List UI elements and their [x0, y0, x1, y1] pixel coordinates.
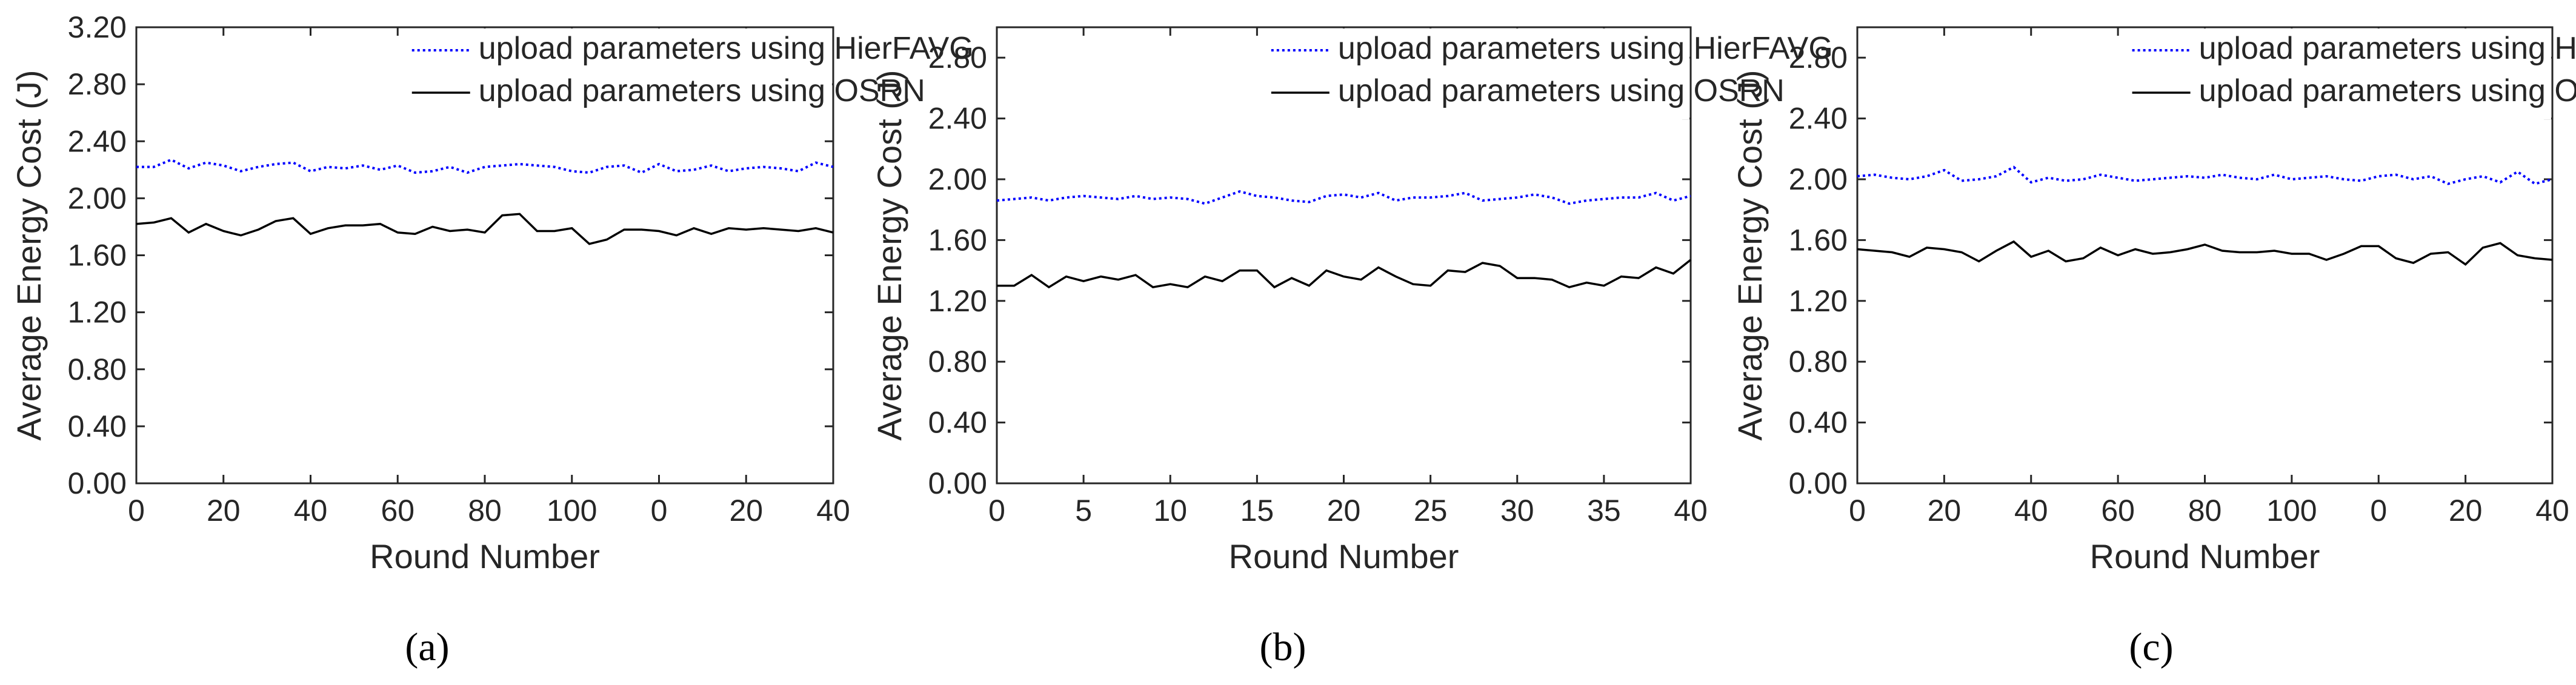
y-axis-label: Average Energy Cost (J): [1731, 70, 1769, 440]
y-tick-label: 2.00: [68, 181, 127, 215]
chart-panel-2: 0.00 0.40 0.80 1.20 1.60 2.00 2.40 2.80 0 20 40 60 8…: [1731, 26, 2576, 669]
panel-caption: (a): [405, 625, 449, 669]
x-tick-label: 60: [381, 494, 414, 528]
x-tick-label: 30: [1500, 494, 1534, 528]
x-axis-label: Round Number: [2090, 537, 2320, 575]
x-tick-label: 5: [1075, 494, 1092, 528]
y-tick-label: 0.80: [1789, 345, 1848, 379]
series-line-osrn: [997, 259, 1692, 289]
x-tick-label: 80: [2188, 494, 2222, 528]
y-tick-label: 0.80: [68, 352, 127, 386]
x-tick-label: 0: [651, 494, 668, 528]
y-tick-label: 1.60: [1789, 223, 1848, 257]
y-tick-label: 3.20: [68, 10, 127, 44]
x-tick-label: 40: [294, 494, 328, 528]
x-tick-label: 35: [1587, 494, 1621, 528]
y-tick-label: 1.20: [1789, 284, 1848, 318]
legend: upload parameters using HierFAVG upload p…: [2125, 28, 2576, 119]
legend-entry: upload parameters using OSRN: [2199, 73, 2576, 108]
y-tick-label: 2.40: [1789, 102, 1848, 136]
x-tick-label: 20: [1327, 494, 1361, 528]
series-line-osrn: [1857, 240, 2553, 266]
series-line-hierfavg: [136, 158, 834, 174]
x-tick-label: 80: [468, 494, 502, 528]
y-tick-label: 2.00: [1789, 162, 1848, 196]
series-line-hierfavg: [996, 190, 1691, 205]
y-tick-label: 0.00: [1789, 466, 1848, 500]
x-tick-label: 0: [128, 494, 145, 528]
x-axis-label: Round Number: [1229, 537, 1459, 575]
legend-box: [404, 28, 832, 119]
x-axis-label: Round Number: [370, 537, 600, 575]
x-tick-label: 25: [1414, 494, 1448, 528]
x-tick-label: 0: [988, 494, 1005, 528]
y-tick-label: 0.40: [1789, 406, 1848, 440]
x-tick-label: 40: [2535, 494, 2569, 528]
y-tick-label: 0.80: [928, 345, 987, 379]
y-tick-label: 2.40: [928, 102, 987, 136]
y-tick-label: 1.60: [928, 223, 987, 257]
x-tick-label: 20: [207, 494, 241, 528]
legend-entry: upload parameters using HierFAVG: [2199, 31, 2576, 66]
x-tick-label: 40: [2014, 494, 2048, 528]
chart-panel-1: 0.00 0.40 0.80 1.20 1.60 2.00 2.40 2.80 0 5 10 15 20…: [870, 26, 1833, 669]
y-tick-label: 0.40: [928, 406, 987, 440]
y-tick-label: 2.80: [1789, 41, 1848, 74]
y-tick-label: 0.00: [68, 466, 127, 500]
legend: upload parameters using HierFAVG upload p…: [404, 28, 974, 119]
panel-caption: (b): [1260, 625, 1306, 669]
legend: upload parameters using HierFAVG upload p…: [1263, 28, 1833, 119]
legend-entry: upload parameters using OSRN: [479, 73, 925, 108]
y-axis-label: Average Energy Cost (J): [870, 70, 908, 440]
y-tick-label: 2.00: [928, 162, 987, 196]
chart-panel-0: 0.00 0.40 0.80 1.20 1.60 2.00 2.40 2.80 3.20 0 20 4…: [10, 10, 974, 669]
y-tick-label: 1.60: [68, 239, 127, 273]
x-tick-label: 10: [1153, 494, 1187, 528]
x-tick-label: 0: [1849, 494, 1866, 528]
series-line-hierfavg: [1857, 165, 2553, 185]
y-tick-label: 2.80: [68, 67, 127, 101]
x-tick-label: 20: [2449, 494, 2483, 528]
x-tick-label: 60: [2101, 494, 2135, 528]
series-line-osrn: [136, 213, 834, 245]
x-tick-label: 20: [729, 494, 763, 528]
y-tick-label: 0.40: [68, 409, 127, 443]
x-tick-label: 20: [1928, 494, 1962, 528]
legend-entry: upload parameters using OSRN: [1338, 73, 1785, 108]
y-tick-label: 1.20: [68, 296, 127, 329]
x-tick-label: 40: [816, 494, 850, 528]
legend-entry: upload parameters using HierFAVG: [479, 31, 974, 66]
panel-caption: (c): [2129, 625, 2173, 669]
y-axis-label: Average Energy Cost (J): [10, 70, 48, 440]
x-tick-label: 0: [2370, 494, 2387, 528]
x-tick-label: 100: [547, 494, 597, 528]
legend-entry: upload parameters using HierFAVG: [1338, 31, 1833, 66]
y-tick-label: 2.80: [928, 41, 987, 74]
x-tick-label: 15: [1240, 494, 1274, 528]
y-tick-label: 2.40: [68, 124, 127, 158]
y-tick-label: 1.20: [928, 284, 987, 318]
x-tick-label: 100: [2266, 494, 2317, 528]
x-tick-label: 40: [1674, 494, 1708, 528]
legend-box: [2125, 28, 2551, 119]
legend-box: [1263, 28, 1689, 119]
y-tick-label: 0.00: [928, 466, 987, 500]
